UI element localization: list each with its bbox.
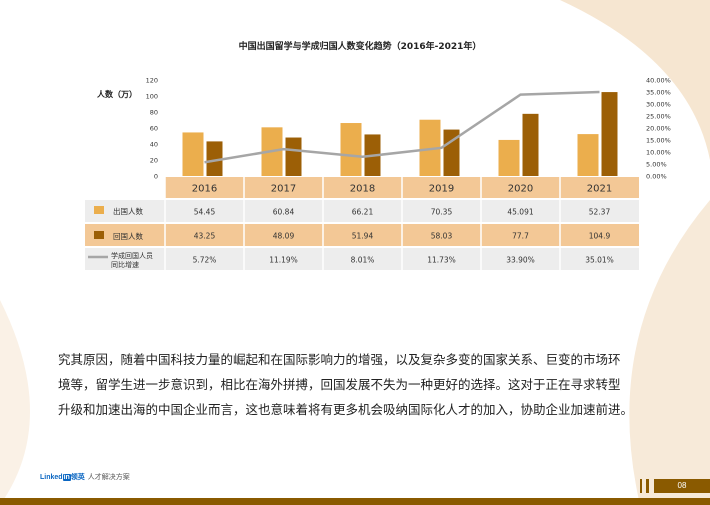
bg-arc-left [0,300,30,505]
data-table-background [85,177,639,270]
legend-swatch-outbound [94,206,104,214]
page-number-accent-2 [640,479,642,493]
bar-returnees [285,137,302,176]
y-left-tick-label: 100 [146,93,158,101]
logo-in-mark: in [62,474,71,481]
y-axis-label: 人数（万） [97,90,137,99]
bottom-bar [0,498,710,505]
legend-swatch-returnees [94,231,104,239]
y-left-tick-label: 60 [150,125,158,133]
legend-label-outbound: 出国人数 [113,206,143,216]
page-number-bar [654,479,710,493]
y-right-tick-label: 10.00% [646,149,671,157]
y-right-tick-label: 5.00% [646,161,667,169]
body-paragraph: 究其原因，随着中国科技力量的崛起和在国际影响力的增强，以及复杂多变的国家关系、巨… [58,347,673,422]
category-label: 2017 [271,184,296,195]
paragraph-line-2: 境等，留学生进一步意识到，相比在海外拼搏，回国发展不失为一种更好的选择。这对于正… [58,377,621,392]
legend-label-growth-line2: 同比增速 [111,260,139,269]
data-label: 33.90% [506,256,535,265]
data-label: 52.37 [589,208,611,217]
y-left-tick-label: 80 [150,109,158,117]
bar-returnees [443,129,460,176]
y-right-tick-label: 0.00% [646,173,667,181]
logo-linked-text: Linked [40,474,63,481]
legend-label-growth-line1: 学成回国人员 [111,251,153,260]
paragraph-line-1: 究其原因，随着中国科技力量的崛起和在国际影响力的增强，以及复杂多变的国家关系、巨… [58,352,621,367]
category-label: 2019 [429,184,454,195]
category-label: 2021 [587,184,612,195]
data-label: 5.72% [193,256,217,265]
logo-brand-cn: 领英 [70,474,85,481]
growth-line [204,90,600,164]
y-right-tick-label: 40.00% [646,77,671,85]
data-label: 35.01% [585,256,614,265]
footer-logo: Linkedin领英 人才解决方案 [40,472,130,482]
category-label: 2018 [350,184,375,195]
y-left-tick-label: 20 [150,157,158,165]
legend-label-returnees: 回国人数 [113,231,143,241]
bar-returnees [206,141,223,176]
y-right-tick-label: 15.00% [646,137,671,145]
category-label: 2020 [508,184,533,195]
data-table-text: 2016 54.45 43.25 5.72% 2017 60.84 48.09 11.19% 2… [192,184,614,265]
data-label: 48.09 [273,232,295,241]
y-left-tick-label: 0 [154,173,158,181]
row-bg-outbound [85,200,639,222]
bar-outbound [577,134,599,176]
bg-arc-bottom [629,200,710,505]
data-label: 104.9 [589,232,611,241]
y-right-ticks: 0.00% 5.00% 10.00% 15.00% 20.00% 25.00% 30.00%… [646,77,671,181]
growth-line-layer [204,90,600,164]
bg-arc-top [560,0,710,160]
data-label: 11.73% [427,256,456,265]
data-label: 66.21 [352,208,374,217]
page-number-accent-1 [646,479,649,493]
bars [182,92,618,176]
bar-outbound [419,119,441,176]
y-left-ticks: 0 20 40 60 80 100 120 [146,77,158,181]
data-label: 54.45 [194,208,216,217]
bar-outbound [182,132,204,176]
data-label: 58.03 [431,232,453,241]
data-label: 43.25 [194,232,216,241]
data-label: 77.7 [512,232,529,241]
data-label: 8.01% [351,256,375,265]
bar-outbound [340,123,362,176]
bar-outbound [498,139,520,176]
page-number: 08 [677,481,687,490]
bar-returnees [601,92,618,176]
data-label: 11.19% [269,256,298,265]
y-right-tick-label: 30.00% [646,101,671,109]
bar-returnees [522,113,539,176]
y-left-tick-label: 120 [146,77,158,85]
row-bg-returnees [85,224,639,246]
data-label: 51.94 [352,232,374,241]
paragraph-line-3: 升级和加速出海的中国企业而言，这也意味着将有更多机会吸纳国际化人才的加入，协助企… [58,402,634,417]
logo-subtitle: 人才解决方案 [87,474,130,481]
data-label: 45.091 [507,208,533,217]
row-bg-growth [85,248,639,270]
chart-title: 中国出国留学与学成归国人数变化趋势（2016年-2021年） [238,42,482,52]
y-right-tick-label: 35.00% [646,89,671,97]
y-right-tick-label: 25.00% [646,113,671,121]
data-label: 60.84 [273,208,295,217]
y-left-tick-label: 40 [150,141,158,149]
data-label: 70.35 [431,208,453,217]
y-right-tick-label: 20.00% [646,125,671,133]
category-label: 2016 [192,184,217,195]
